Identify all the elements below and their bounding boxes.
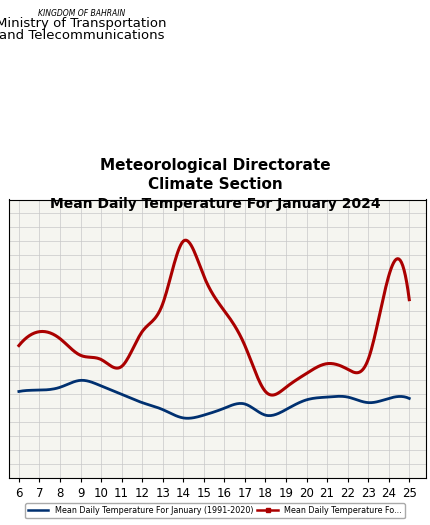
- Text: Meteorological Directorate: Meteorological Directorate: [100, 158, 330, 173]
- Text: KINGDOM OF BAHRAIN: KINGDOM OF BAHRAIN: [38, 8, 125, 18]
- Text: Mean Daily Temperature For January 2024: Mean Daily Temperature For January 2024: [50, 197, 380, 211]
- Text: Climate Section: Climate Section: [147, 177, 283, 192]
- Text: Ministry of Transportation: Ministry of Transportation: [0, 17, 167, 29]
- X-axis label: DATE: DATE: [197, 506, 237, 519]
- Legend: Mean Daily Temperature For January (1991-2020), Mean Daily Temperature Fo...: Mean Daily Temperature For January (1991…: [25, 503, 405, 518]
- Text: and Telecommunications: and Telecommunications: [0, 29, 164, 41]
